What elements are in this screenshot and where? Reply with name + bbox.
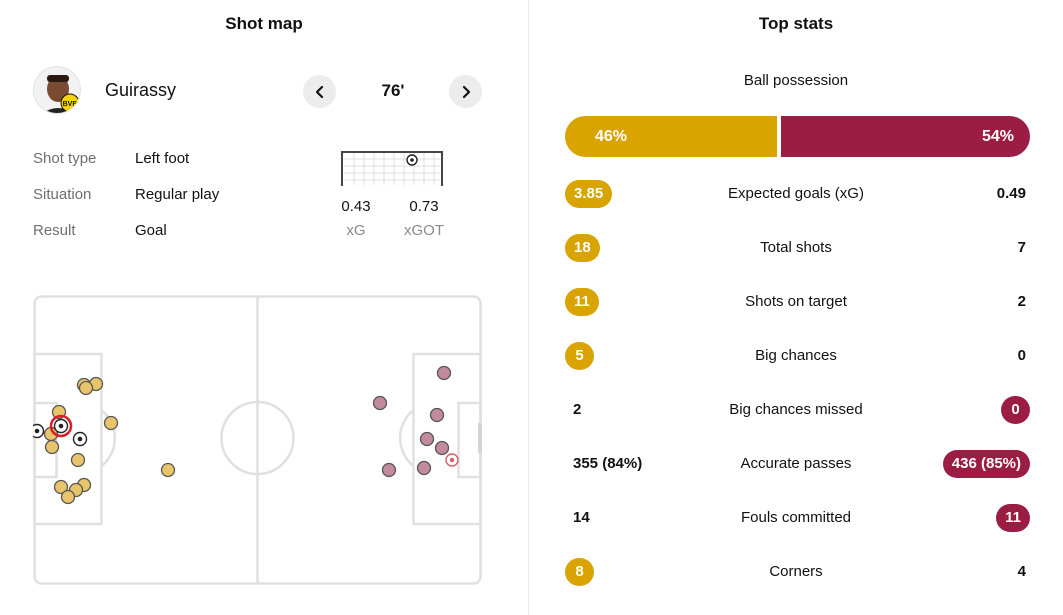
shot-marker bbox=[436, 365, 452, 381]
possession-label: Ball possession bbox=[743, 72, 849, 89]
shot-marker bbox=[70, 452, 86, 468]
shot-marker bbox=[372, 395, 388, 411]
chevron-right-icon bbox=[462, 85, 470, 98]
stat-label: Fouls committed bbox=[740, 509, 852, 526]
stat-away-value: 7 bbox=[1017, 239, 1026, 256]
situation-value: Regular play bbox=[135, 186, 220, 203]
xgot-label: xGOT bbox=[404, 222, 444, 239]
xg-value: 0.43 bbox=[341, 198, 371, 215]
stat-home-value: 3.85 bbox=[565, 180, 613, 208]
stat-home-value: 8 bbox=[565, 558, 594, 586]
stat-row-corners: 8 Corners 4 bbox=[529, 558, 1063, 586]
stat-row-big-chances: 5 Big chances 0 bbox=[529, 342, 1063, 370]
shot-marker bbox=[429, 407, 445, 423]
shot-type-label: Shot type bbox=[33, 150, 97, 167]
panel-divider bbox=[528, 0, 529, 615]
stat-home-value: 18 bbox=[565, 234, 600, 262]
shot-marker bbox=[103, 415, 119, 431]
selected-shot-marker bbox=[49, 414, 73, 438]
stat-home-value: 11 bbox=[565, 288, 599, 316]
goal-ball-icon bbox=[445, 453, 459, 467]
result-label: Result bbox=[33, 222, 76, 239]
shot-marker bbox=[419, 431, 435, 447]
shot-type-value: Left foot bbox=[135, 150, 190, 167]
situation-label: Situation bbox=[33, 186, 92, 203]
stat-home-value: 14 bbox=[573, 509, 590, 526]
player-name[interactable]: Guirassy bbox=[105, 80, 177, 100]
stat-home-value: 5 bbox=[565, 342, 594, 370]
stat-row-xg: 3.85 Expected goals (xG) 0.49 bbox=[529, 180, 1063, 208]
top-stats-panel: Top stats Ball possession 46% 54% 3.85 E… bbox=[529, 0, 1063, 615]
stat-row-total-shots: 18 Total shots 7 bbox=[529, 234, 1063, 262]
shot-map-title: Shot map bbox=[225, 14, 303, 33]
possession-home-bar: 46% bbox=[565, 116, 777, 157]
goal-frame-icon bbox=[341, 151, 443, 186]
top-stats-title: Top stats bbox=[758, 14, 834, 33]
player-photo-icon: BVB bbox=[42, 75, 80, 113]
goal-ball-icon bbox=[72, 431, 88, 447]
shot-marker bbox=[434, 440, 450, 456]
stat-label: Shots on target bbox=[745, 293, 847, 310]
stat-away-value: 11 bbox=[996, 504, 1030, 532]
stat-label: Big chances missed bbox=[729, 401, 863, 418]
goal-ball-icon bbox=[33, 423, 45, 439]
result-value: Goal bbox=[135, 222, 167, 239]
possession-home-value: 46% bbox=[595, 127, 628, 145]
stat-home-value: 355 (84%) bbox=[573, 455, 643, 472]
stat-away-value: 0.49 bbox=[996, 185, 1026, 202]
stat-away-value: 0 bbox=[1017, 347, 1026, 364]
club-badge-text: BVB bbox=[63, 101, 78, 108]
xgot-value: 0.73 bbox=[409, 198, 439, 215]
shot-marker bbox=[60, 489, 76, 505]
shot-marker bbox=[416, 460, 432, 476]
stat-label: Total shots bbox=[760, 239, 832, 256]
stat-home-value: 2 bbox=[573, 401, 582, 418]
player-avatar[interactable]: BVB bbox=[33, 66, 81, 114]
stat-away-value: 4 bbox=[1017, 563, 1026, 580]
shot-minute: 76' bbox=[381, 81, 405, 100]
stat-away-value: 2 bbox=[1017, 293, 1026, 310]
chevron-left-icon bbox=[315, 85, 323, 98]
possession-away-value: 54% bbox=[981, 127, 1014, 145]
shot-marker bbox=[53, 479, 69, 495]
stat-row-fouls-committed: 14 Fouls committed 11 bbox=[529, 504, 1063, 532]
xg-label: xG bbox=[346, 222, 366, 239]
stat-row-accurate-passes: 355 (84%) Accurate passes 436 (85%) bbox=[529, 450, 1063, 478]
stat-label: Big chances bbox=[755, 347, 837, 364]
stat-away-value: 436 (85%) bbox=[942, 450, 1030, 478]
shot-marker bbox=[44, 439, 60, 455]
stat-label: Expected goals (xG) bbox=[728, 185, 864, 202]
shot-marker bbox=[160, 462, 176, 478]
goal-ball-icon bbox=[53, 418, 69, 434]
stat-row-shots-on-target: 11 Shots on target 2 bbox=[529, 288, 1063, 316]
stat-label: Corners bbox=[769, 563, 823, 580]
shot-map-panel: Shot map BVB Guirassy 76' Shot type Left… bbox=[0, 0, 528, 615]
stat-label: Accurate passes bbox=[740, 455, 852, 472]
football-pitch bbox=[33, 295, 482, 585]
shot-marker bbox=[381, 462, 397, 478]
possession-away-bar: 54% bbox=[781, 116, 1030, 157]
next-shot-button[interactable] bbox=[449, 75, 482, 108]
stat-away-value: 0 bbox=[1001, 396, 1030, 424]
previous-shot-button[interactable] bbox=[303, 75, 336, 108]
stat-row-big-chances-missed: 2 Big chances missed 0 bbox=[529, 396, 1063, 424]
shot-marker bbox=[78, 380, 94, 396]
